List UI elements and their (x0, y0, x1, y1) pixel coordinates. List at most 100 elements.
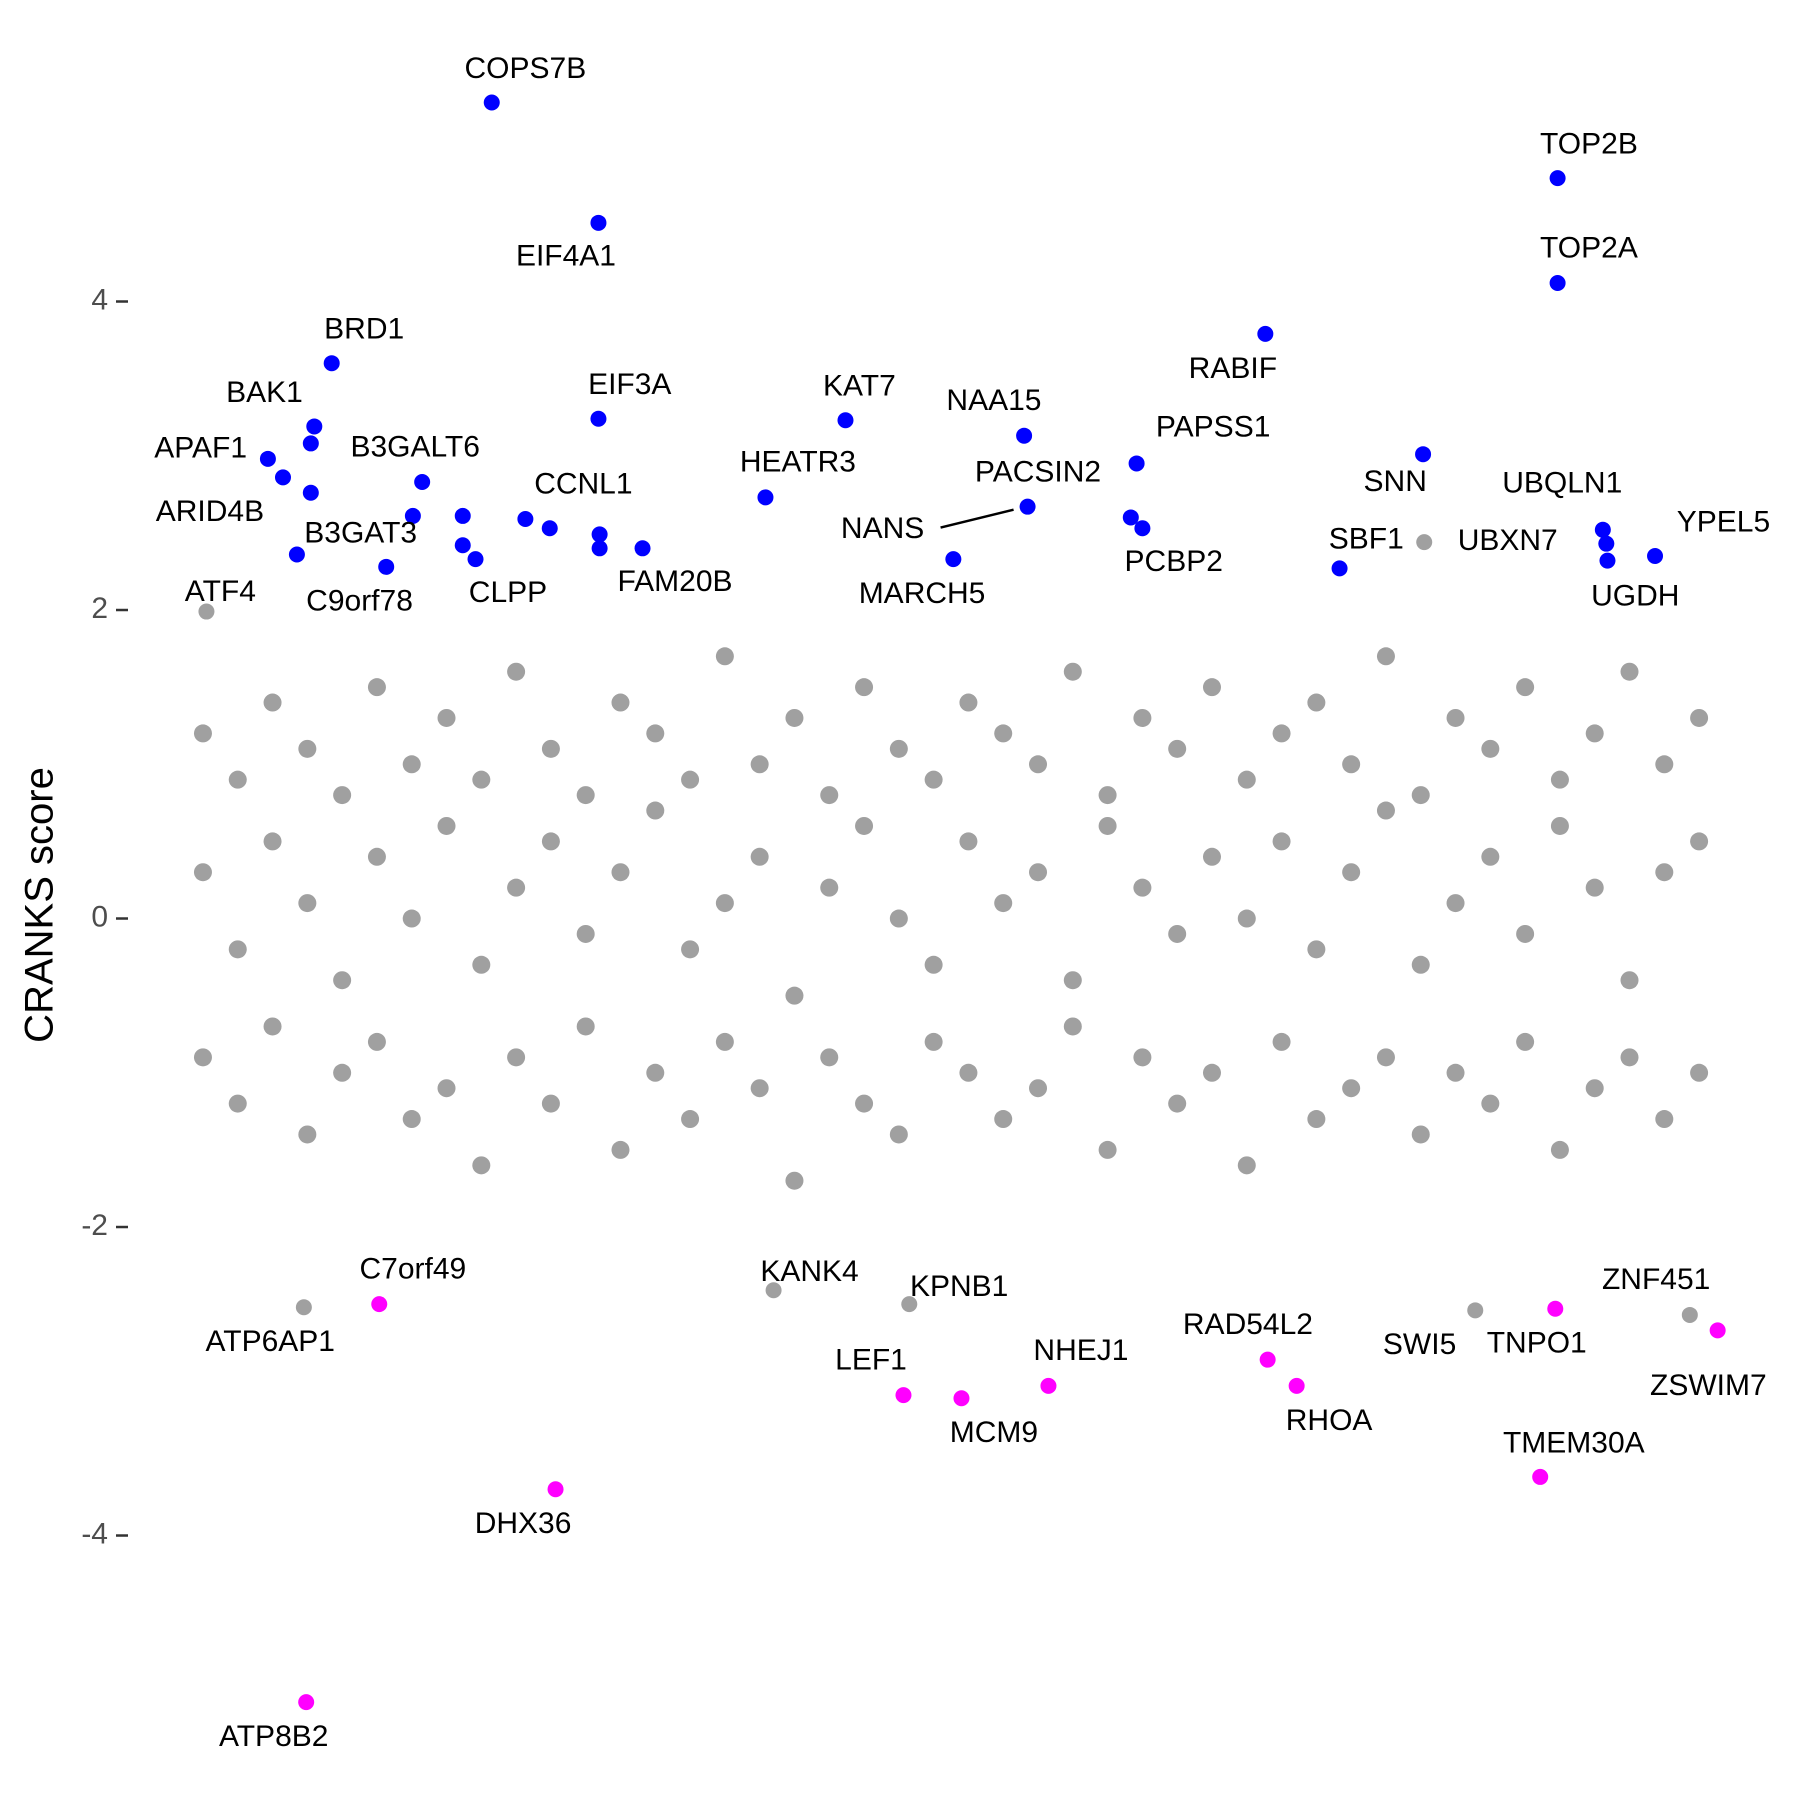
point (1134, 520, 1151, 537)
point (994, 1110, 1013, 1129)
point (228, 940, 247, 959)
point (1376, 1048, 1395, 1067)
point (1549, 274, 1566, 291)
point (193, 724, 212, 743)
point (750, 1079, 769, 1098)
point-label: UGDH (1591, 580, 1679, 613)
point (437, 1079, 456, 1098)
point-label: TOP2B (1540, 128, 1638, 161)
point (378, 558, 395, 575)
point (298, 1694, 315, 1711)
point-label: NAA15 (946, 384, 1041, 417)
point-label: PCBP2 (1125, 545, 1223, 578)
point (288, 546, 305, 563)
point-label: BRD1 (324, 313, 404, 346)
point (1550, 1140, 1569, 1159)
point-label: NHEJ1 (1033, 1334, 1128, 1367)
point (1257, 325, 1274, 342)
point (483, 94, 500, 111)
point (1272, 724, 1291, 743)
point (547, 1481, 564, 1498)
point-label: RABIF (1189, 352, 1277, 385)
point (1237, 909, 1256, 928)
point (1446, 708, 1465, 727)
point-label: HEATR3 (740, 446, 856, 479)
point (590, 214, 607, 231)
point (454, 537, 471, 554)
point (367, 678, 386, 697)
point (1481, 1094, 1500, 1113)
point (1133, 878, 1152, 897)
point (1342, 1079, 1361, 1098)
point (1481, 847, 1500, 866)
point (820, 786, 839, 805)
point (576, 924, 595, 943)
point (302, 484, 319, 501)
point (402, 755, 421, 774)
point-label: C9orf78 (306, 585, 413, 618)
point (1598, 535, 1615, 552)
point (302, 435, 319, 452)
y-tick-label: -2 (81, 1209, 108, 1242)
y-tick-label: -4 (81, 1517, 108, 1550)
y-tick-label: 4 (91, 283, 108, 316)
point-label: B3GAT3 (304, 517, 417, 550)
point-label: SBF1 (1329, 522, 1404, 555)
point (1709, 1322, 1726, 1339)
point (895, 1387, 912, 1404)
point (1307, 1110, 1326, 1129)
point (611, 693, 630, 712)
point (1585, 878, 1604, 897)
point-label: ZSWIM7 (1650, 1369, 1767, 1402)
point (1481, 739, 1500, 758)
point (1599, 552, 1616, 569)
point (901, 1296, 918, 1313)
point-label: PACSIN2 (975, 455, 1101, 488)
point (1620, 662, 1639, 681)
point (1272, 832, 1291, 851)
point (855, 816, 874, 835)
point-label: MCM9 (950, 1416, 1038, 1449)
point-label: ATP8B2 (219, 1720, 329, 1753)
point (1376, 647, 1395, 666)
point (298, 739, 317, 758)
point (1133, 1048, 1152, 1067)
point-label: TOP2A (1540, 231, 1638, 264)
point (1681, 1306, 1698, 1323)
point (467, 551, 484, 568)
point-label: APAF1 (154, 431, 247, 464)
point (1550, 816, 1569, 835)
point (820, 1048, 839, 1067)
point (611, 1140, 630, 1159)
point-label: COPS7B (465, 52, 587, 85)
point (576, 1017, 595, 1036)
point (1655, 755, 1674, 774)
point (1594, 521, 1611, 538)
point (454, 507, 471, 524)
point (715, 1032, 734, 1051)
point (367, 1032, 386, 1051)
point (1168, 1094, 1187, 1113)
point-label: ATF4 (185, 575, 256, 608)
point (889, 909, 908, 928)
point (1416, 534, 1433, 551)
point (1516, 1032, 1535, 1051)
point-label: BAK1 (226, 376, 303, 409)
point (634, 540, 651, 557)
point (259, 450, 276, 467)
point (945, 551, 962, 568)
point (1307, 940, 1326, 959)
point (1376, 801, 1395, 820)
point (517, 510, 534, 527)
point (1655, 863, 1674, 882)
point (1549, 170, 1566, 187)
point (855, 678, 874, 697)
point (785, 986, 804, 1005)
point (541, 520, 558, 537)
point (274, 469, 291, 486)
point (367, 847, 386, 866)
point (198, 603, 215, 620)
leader-line (940, 508, 1014, 529)
point-label: PAPSS1 (1156, 411, 1271, 444)
point-label: C7orf49 (360, 1252, 467, 1285)
